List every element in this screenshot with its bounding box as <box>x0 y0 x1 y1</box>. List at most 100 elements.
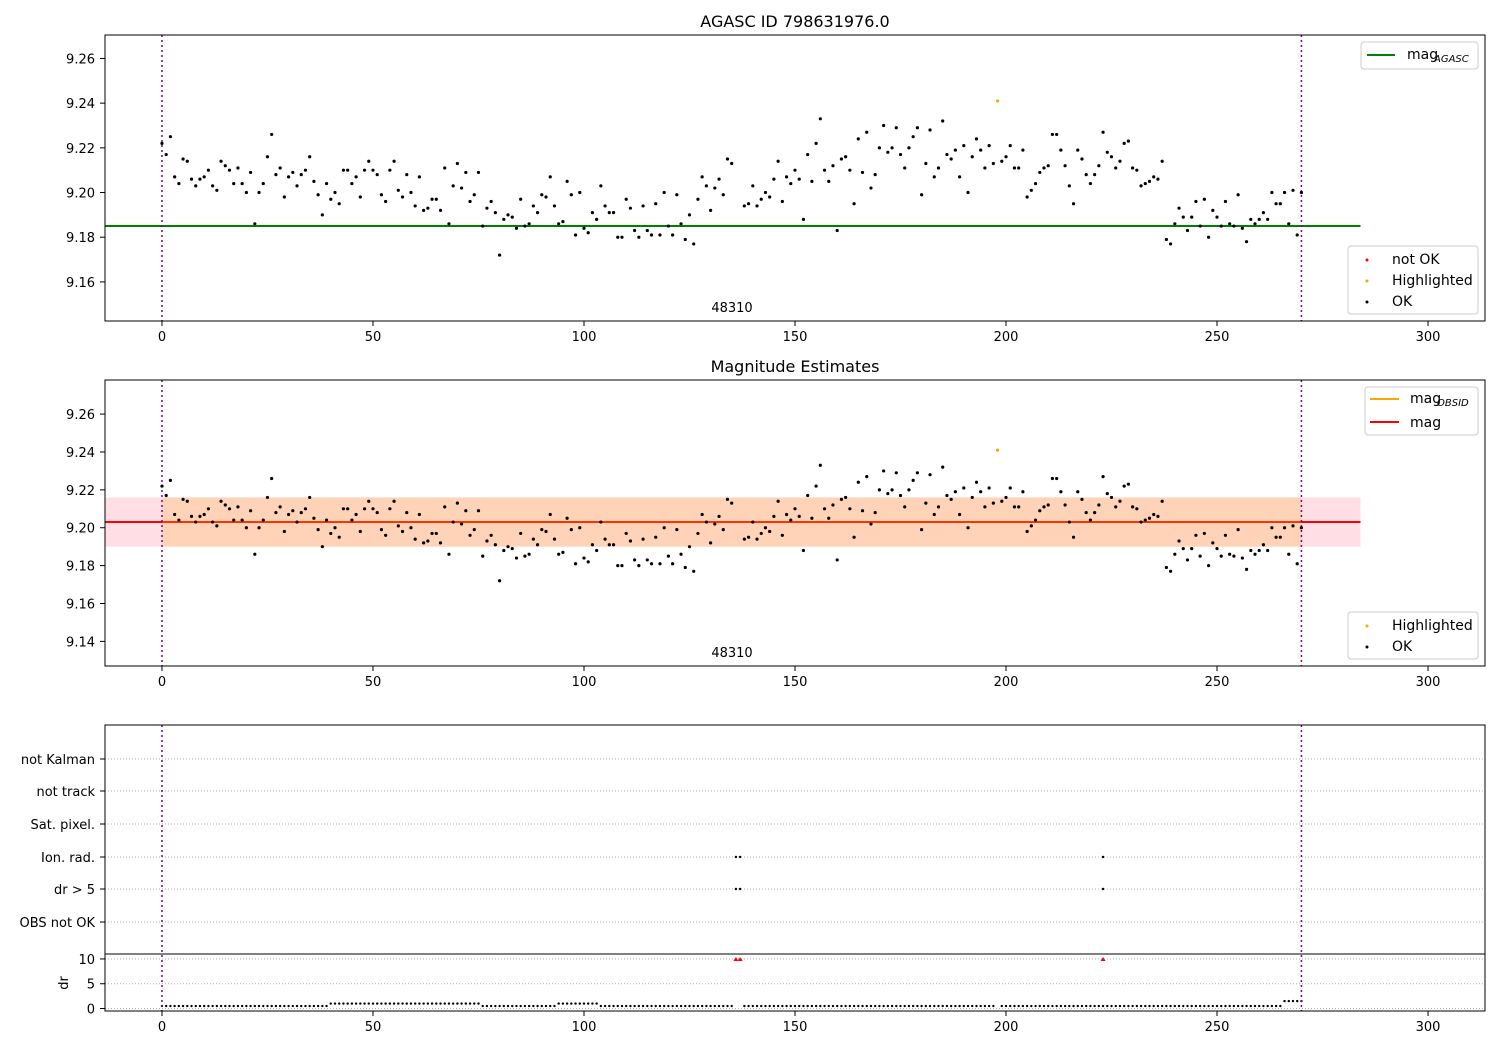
data-point-ok <box>831 503 835 507</box>
data-point-ok <box>211 184 215 188</box>
data-point-ok <box>164 152 168 157</box>
data-point-ok <box>595 217 599 221</box>
data-point-ok <box>540 193 544 197</box>
dr-point <box>768 1004 771 1008</box>
dr-point <box>692 1004 695 1008</box>
data-point-ok <box>358 529 362 534</box>
dr-point <box>367 1002 370 1005</box>
dr-point <box>776 1004 780 1008</box>
data-point-ok <box>1240 556 1244 560</box>
data-point-ok <box>890 488 894 492</box>
data-point-ok <box>417 175 422 179</box>
data-point-ok <box>1244 240 1249 244</box>
data-point-ok <box>1055 132 1059 137</box>
dr-point <box>1283 999 1286 1003</box>
dr-point <box>194 1004 197 1008</box>
y-tick-label: 9.16 <box>66 597 95 612</box>
data-point-ok <box>409 190 413 195</box>
dr-outlier-marker <box>737 956 743 961</box>
data-point-ok <box>1164 237 1168 242</box>
dr-point <box>1160 1004 1164 1008</box>
data-point-ok <box>721 193 725 197</box>
data-point-ok <box>865 130 869 134</box>
data-point-ok <box>1046 164 1050 168</box>
panel-2-axes-frame <box>104 379 1486 667</box>
dr-point <box>515 1004 518 1008</box>
data-point-ok <box>561 219 565 224</box>
dr-point <box>844 1004 847 1008</box>
data-point-ok <box>561 550 565 554</box>
flag-point <box>734 887 738 891</box>
data-point-ok <box>882 123 886 128</box>
data-point-ok <box>1067 184 1071 188</box>
data-point-ok <box>413 537 417 541</box>
x-tick-label: 100 <box>572 1020 597 1035</box>
data-point-ok <box>776 499 780 503</box>
dr-point <box>413 1002 417 1005</box>
dr-point <box>295 1004 299 1008</box>
panel-2-legend-upper: mag OBSID mag <box>1364 386 1479 436</box>
data-point-ok <box>375 173 379 177</box>
dr-point <box>1198 1004 1202 1008</box>
data-point-ok <box>358 195 362 199</box>
data-point-ok <box>1206 564 1211 568</box>
data-point-ok <box>983 166 987 170</box>
data-point-ok <box>430 197 434 201</box>
data-point-ok <box>1270 526 1274 530</box>
data-point-ok <box>797 177 801 181</box>
data-point-ok <box>253 552 257 556</box>
data-point-ok <box>333 190 337 195</box>
data-point-ok <box>329 197 333 201</box>
data-point-ok <box>983 505 987 509</box>
data-point-ok <box>1093 510 1097 515</box>
dr-point <box>882 1004 885 1008</box>
data-point-ok <box>396 524 400 528</box>
data-point-ok <box>232 181 236 186</box>
data-point-ok <box>1042 505 1046 509</box>
data-point-ok <box>746 202 751 206</box>
dr-point <box>937 1004 940 1008</box>
dr-point <box>717 1004 721 1008</box>
data-point-ok <box>295 520 299 524</box>
data-point-ok <box>848 168 852 172</box>
dr-point <box>962 1004 966 1008</box>
dr-point <box>599 1004 603 1008</box>
data-point-ok <box>557 222 561 226</box>
dr-point <box>869 1004 873 1008</box>
data-point-ok <box>953 148 957 152</box>
dr-point <box>523 1004 527 1008</box>
dr-point <box>553 1004 556 1008</box>
dr-point <box>646 1004 649 1008</box>
dr-point <box>321 1004 324 1008</box>
data-point-ok <box>1109 155 1114 159</box>
x-tick-label: 150 <box>783 330 808 345</box>
dr-point <box>1055 1004 1058 1008</box>
data-point-ok <box>768 529 772 534</box>
dr-point <box>384 1002 387 1005</box>
data-point-ok <box>616 235 620 239</box>
data-point-ok <box>350 181 354 186</box>
data-point-ok <box>544 529 548 534</box>
data-point-ok <box>920 528 924 532</box>
data-point-ok <box>603 204 607 208</box>
data-point-ok <box>379 193 384 197</box>
data-point-ok <box>1131 166 1135 170</box>
dr-point <box>916 1004 919 1008</box>
dr-point <box>810 1004 814 1008</box>
dr-point <box>549 1004 552 1008</box>
data-point-ok <box>481 224 485 228</box>
dr-point <box>895 1004 898 1008</box>
data-point-ok <box>924 501 928 505</box>
data-point-ok <box>1025 195 1029 199</box>
dr-point <box>743 1004 746 1008</box>
data-point-ok <box>865 474 869 479</box>
data-point-ok <box>920 193 924 197</box>
data-point-ok <box>789 181 793 186</box>
x-tick-label: 100 <box>572 675 597 690</box>
data-point-ok <box>1249 217 1253 221</box>
dr-point <box>831 1004 835 1008</box>
dr-tick-label: 0 <box>87 1003 95 1018</box>
data-point-ok <box>405 173 409 177</box>
data-point-ok <box>194 520 198 524</box>
data-point-ok <box>270 132 274 137</box>
